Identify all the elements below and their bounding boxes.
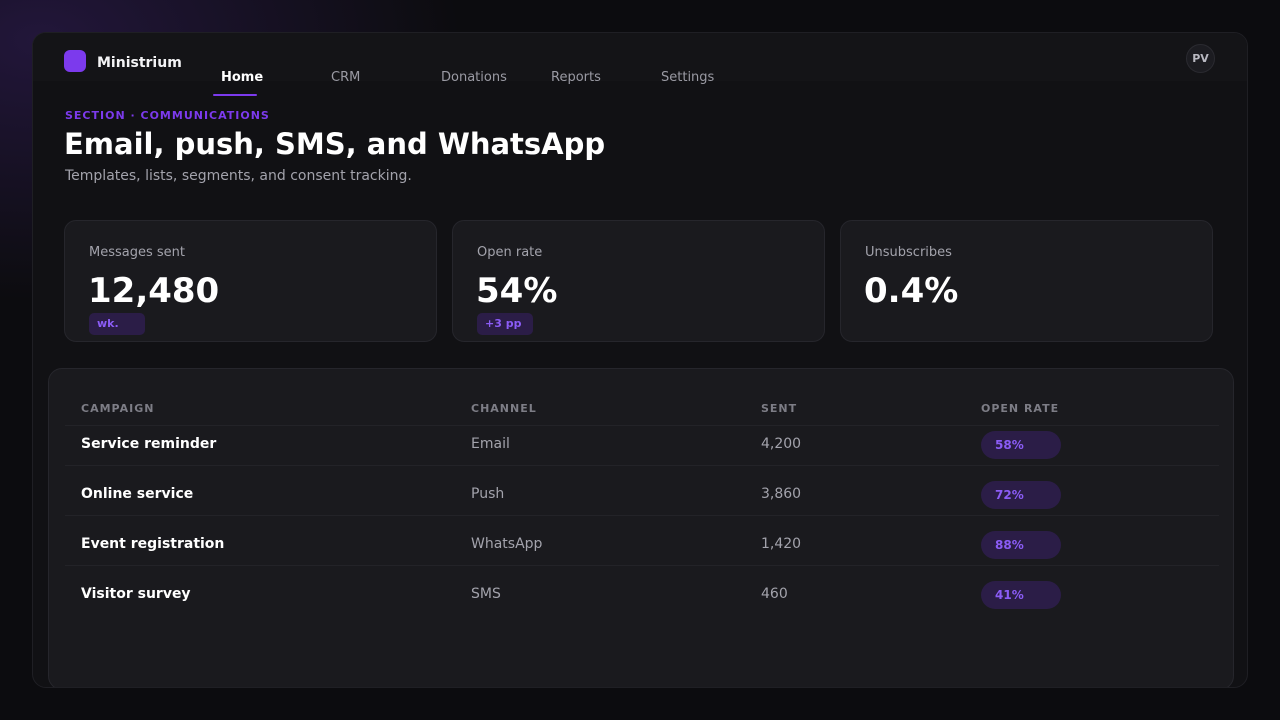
campaign-name: Visitor survey: [81, 586, 191, 602]
stat-value: 12,480: [88, 271, 220, 311]
open-rate-badge: 88%: [981, 531, 1061, 559]
campaign-sent: 4,200: [761, 436, 802, 452]
nav-item-donations[interactable]: Donations: [441, 70, 507, 85]
nav-active-indicator: [213, 94, 257, 96]
column-header-channel: CHANNEL: [471, 402, 537, 415]
campaign-name: Event registration: [81, 536, 225, 552]
column-header-campaign: CAMPAIGN: [81, 402, 155, 415]
campaign-channel: WhatsApp: [471, 536, 543, 552]
stat-label: Unsubscribes: [865, 245, 952, 260]
table-row[interactable]: Online service Push 3,860 72%: [65, 465, 1219, 515]
open-rate-badge: 58%: [981, 431, 1061, 459]
column-header-sent: SENT: [761, 402, 798, 415]
page-title: Email, push, SMS, and WhatsApp: [64, 127, 606, 161]
table-row[interactable]: Event registration WhatsApp 1,420 88%: [65, 515, 1219, 565]
campaign-name: Online service: [81, 486, 194, 502]
nav-item-crm[interactable]: CRM: [331, 70, 361, 85]
campaign-name: Service reminder: [81, 436, 217, 452]
table-row[interactable]: Service reminder Email 4,200 58%: [65, 425, 1219, 475]
campaign-sent: 460: [761, 586, 788, 602]
nav-item-settings[interactable]: Settings: [661, 70, 715, 85]
stat-label: Messages sent: [89, 245, 185, 260]
table-row[interactable]: Visitor survey SMS 460 41%: [65, 565, 1219, 615]
stat-badge: wk.: [89, 313, 145, 335]
stat-card-unsubscribes: Unsubscribes 0.4%: [840, 220, 1213, 342]
stat-value: 54%: [476, 271, 558, 311]
stat-card-messages-sent: Messages sent 12,480 wk.: [64, 220, 437, 342]
logo-icon: [64, 50, 86, 72]
page-subtitle: Templates, lists, segments, and consent …: [65, 168, 412, 184]
campaign-sent: 1,420: [761, 536, 802, 552]
stat-card-open-rate: Open rate 54% +3 pp: [452, 220, 825, 342]
app-window: Ministrium Home CRM Donations Reports Se…: [32, 32, 1248, 688]
campaign-sent: 3,860: [761, 486, 802, 502]
column-header-open-rate: OPEN RATE: [981, 402, 1060, 415]
user-avatar[interactable]: PV: [1186, 44, 1215, 73]
brand-name: Ministrium: [97, 55, 182, 71]
top-bar: [33, 33, 1247, 81]
open-rate-badge: 72%: [981, 481, 1061, 509]
stat-label: Open rate: [477, 245, 543, 260]
stat-value: 0.4%: [864, 271, 959, 311]
nav-item-reports[interactable]: Reports: [551, 70, 601, 85]
campaign-channel: SMS: [471, 586, 501, 602]
stat-badge: +3 pp: [477, 313, 533, 335]
campaign-channel: Push: [471, 486, 505, 502]
nav-item-home[interactable]: Home: [221, 70, 264, 85]
section-eyebrow: SECTION · COMMUNICATIONS: [65, 109, 270, 122]
open-rate-badge: 41%: [981, 581, 1061, 609]
campaign-channel: Email: [471, 436, 510, 452]
campaigns-table: CAMPAIGN CHANNEL SENT OPEN RATE Service …: [48, 368, 1234, 687]
